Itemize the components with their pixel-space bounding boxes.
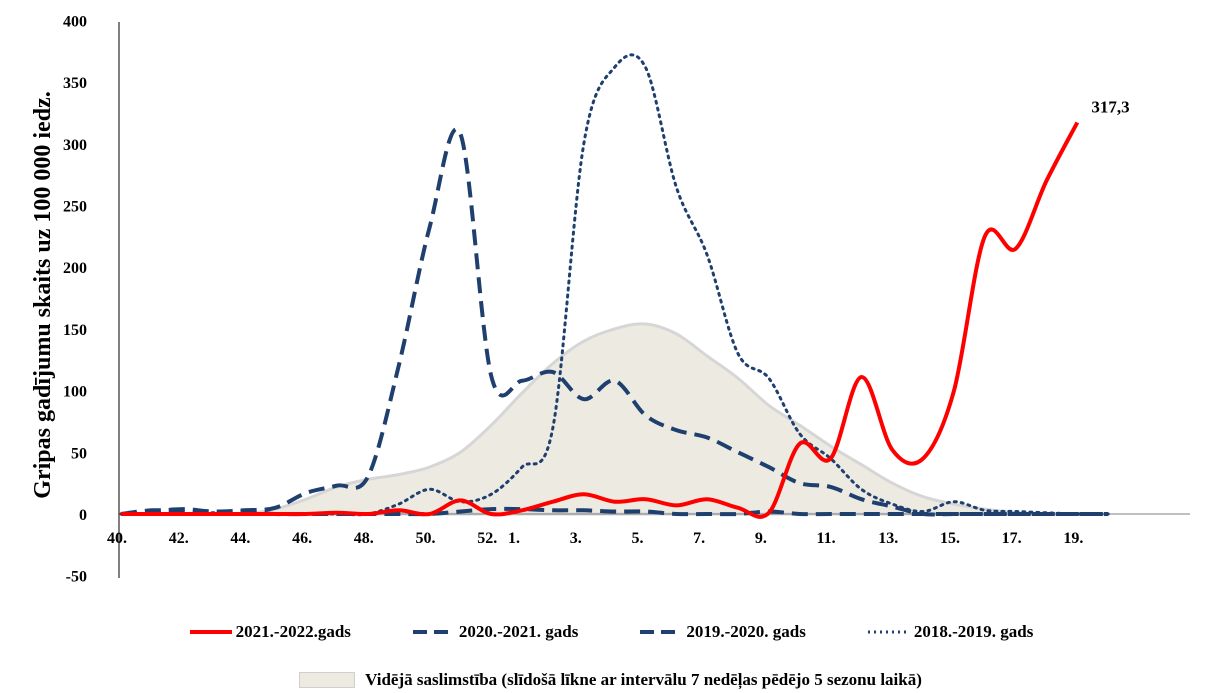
- x-tick-label: 9.: [755, 530, 767, 547]
- legend-label: 2020.-2021. gads: [458, 622, 579, 641]
- series-line-2021-2022-gads: [120, 121, 1080, 519]
- legend-swatch-area: [299, 672, 356, 688]
- legend-swatch-dot: [867, 630, 910, 634]
- x-tick-label: 48.: [354, 530, 374, 547]
- x-tick-label: 44.: [230, 530, 250, 547]
- legend-swatch-dash: [640, 630, 683, 634]
- legend-item-2020-2021: 2020.-2021. gads: [411, 622, 578, 642]
- legend-area: Vidējā saslimstība (slīdošā līkne ar int…: [0, 670, 1221, 690]
- legend-label: Vidējā saslimstība (slīdošā līkne ar int…: [365, 670, 922, 689]
- y-tick-label: 50: [71, 445, 87, 462]
- legend-item-average: Vidējā saslimstība (slīdošā līkne ar int…: [299, 670, 922, 690]
- y-tick-label: 300: [63, 137, 87, 154]
- x-tick-labels: 40. 42. 44. 46. 48. 50. 52. 1. 3. 5. 7. 9. 11. 13. 15.…: [107, 530, 1083, 547]
- series-line-2020-2021-gads: [120, 506, 1109, 517]
- x-tick-label: 11.: [817, 530, 836, 547]
- x-tick-label: 52.: [477, 530, 497, 547]
- y-tick-label: 150: [63, 322, 87, 339]
- legend-item-2019-2020: 2019.-2020. gads: [638, 622, 806, 642]
- legend-label: 2021.-2022.gads: [235, 622, 351, 641]
- x-tick-label: 17.: [1002, 530, 1022, 547]
- legend-swatch-solid: [189, 630, 232, 634]
- y-tick-label: 250: [63, 199, 87, 216]
- series-layer: [119, 53, 1110, 519]
- chart: 400 350 300 250 200 150 100 50 0 -50 40. 42. 44. 46.…: [30, 13, 1190, 586]
- x-tick-label: 7.: [693, 530, 705, 547]
- y-tick-label: -50: [66, 569, 87, 586]
- legend-swatch-dense-dash: [412, 630, 455, 634]
- y-tick-label: 400: [63, 13, 87, 30]
- y-tick-labels: 400 350 300 250 200 150 100 50 0 -50: [63, 13, 87, 585]
- y-tick-label: 200: [63, 260, 87, 277]
- y-tick-label: 0: [79, 507, 87, 524]
- end-value-label: 317,3: [1091, 97, 1129, 116]
- x-tick-label: 19.: [1063, 530, 1083, 547]
- legend-item-2018-2019: 2018.-2019. gads: [866, 622, 1033, 642]
- legend-label: 2019.-2020. gads: [686, 622, 806, 641]
- y-tick-label: 100: [63, 384, 87, 401]
- x-tick-label: 46.: [292, 530, 312, 547]
- x-tick-label: 15.: [940, 530, 960, 547]
- legend-item-2021-2022: 2021.-2022.gads: [188, 622, 351, 642]
- x-tick-label: 5.: [631, 530, 643, 547]
- legend-label: 2018.-2019. gads: [913, 622, 1034, 641]
- legend: 2021.-2022.gads 2020.-2021. gads 2019.-2…: [0, 622, 1221, 642]
- series-line-2019-2020-gads: [120, 127, 1109, 517]
- x-tick-label: 40.: [107, 530, 127, 547]
- x-tick-label: 3.: [570, 530, 582, 547]
- y-axis-label: Gripas gadījumu skaits uz 100 000 iedz.: [30, 91, 56, 498]
- x-tick-label: 50.: [416, 530, 436, 547]
- x-tick-label: 42.: [169, 530, 189, 547]
- y-tick-label: 350: [63, 75, 87, 92]
- x-tick-label: 13.: [878, 530, 898, 547]
- x-tick-label: 1.: [508, 530, 520, 547]
